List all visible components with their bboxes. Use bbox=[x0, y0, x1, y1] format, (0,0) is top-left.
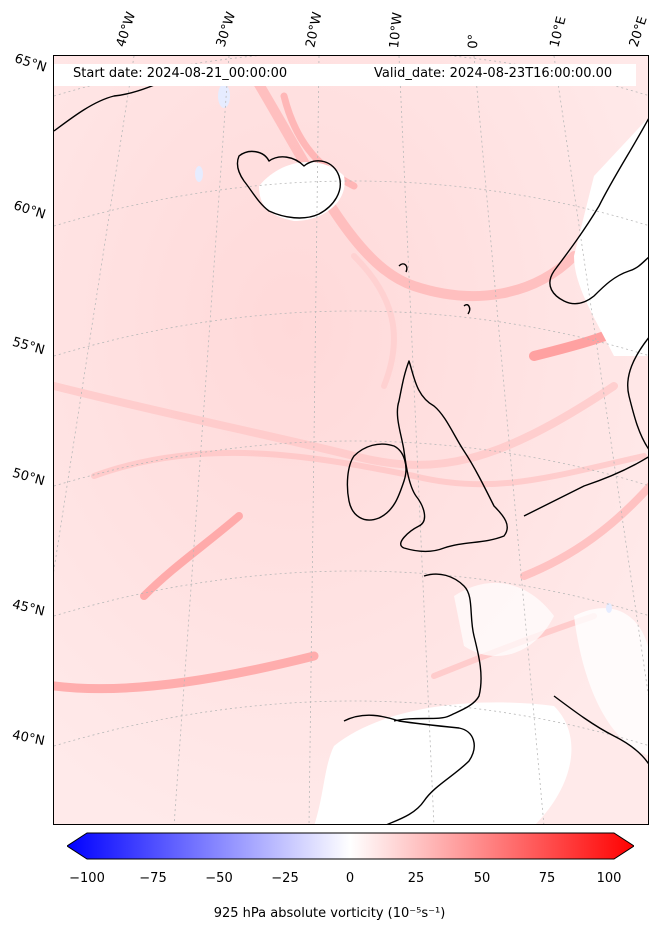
coastlines bbox=[54, 75, 648, 824]
colorbar-label: 925 hPa absolute vorticity (10⁻⁵s⁻¹) bbox=[213, 906, 446, 921]
colorbar-tick-0: 0 bbox=[345, 871, 355, 886]
negative-value-patches bbox=[195, 84, 612, 613]
vorticity-field bbox=[54, 56, 648, 824]
lon-label-40w: 40°W bbox=[113, 10, 140, 49]
lon-label-10e: 10°E bbox=[547, 15, 570, 49]
valid-date-label: Valid_date: 2024-08-23T16:00:00.00 bbox=[374, 66, 613, 81]
lon-label-20w: 20°W bbox=[303, 10, 326, 49]
lat-label-50n: 50°N bbox=[10, 465, 47, 490]
colorbar-tick-50: 50 bbox=[473, 871, 491, 886]
vorticity-map bbox=[54, 56, 648, 824]
colorbar-tick-75: 75 bbox=[538, 871, 556, 886]
lon-label-30w: 30°W bbox=[213, 10, 240, 49]
colorbar-tick-neg50: −50 bbox=[205, 871, 233, 886]
lat-label-40n: 40°N bbox=[10, 727, 46, 750]
lat-label-55n: 55°N bbox=[10, 334, 47, 359]
colorbar-tick-neg25: −25 bbox=[271, 871, 299, 886]
lat-label-65n: 65°N bbox=[12, 51, 49, 76]
start-date-label: Start date: 2024-08-21_00:00:00 bbox=[73, 66, 288, 81]
colorbar bbox=[67, 832, 634, 860]
colorbar-tick-neg100: −100 bbox=[69, 871, 105, 886]
map-panel bbox=[53, 55, 649, 825]
colorbar-bar bbox=[67, 832, 634, 860]
colorbar-tick-100: 100 bbox=[596, 871, 622, 886]
lon-label-0: 0° bbox=[466, 33, 482, 49]
lat-label-45n: 45°N bbox=[10, 597, 47, 620]
colorbar-tick-25: 25 bbox=[407, 871, 425, 886]
lat-label-60n: 60°N bbox=[11, 198, 48, 223]
header-background bbox=[54, 64, 636, 86]
lon-label-10w: 10°W bbox=[387, 11, 406, 50]
lon-label-20e: 20°E bbox=[626, 14, 651, 50]
colorbar-tick-neg75: −75 bbox=[139, 871, 167, 886]
